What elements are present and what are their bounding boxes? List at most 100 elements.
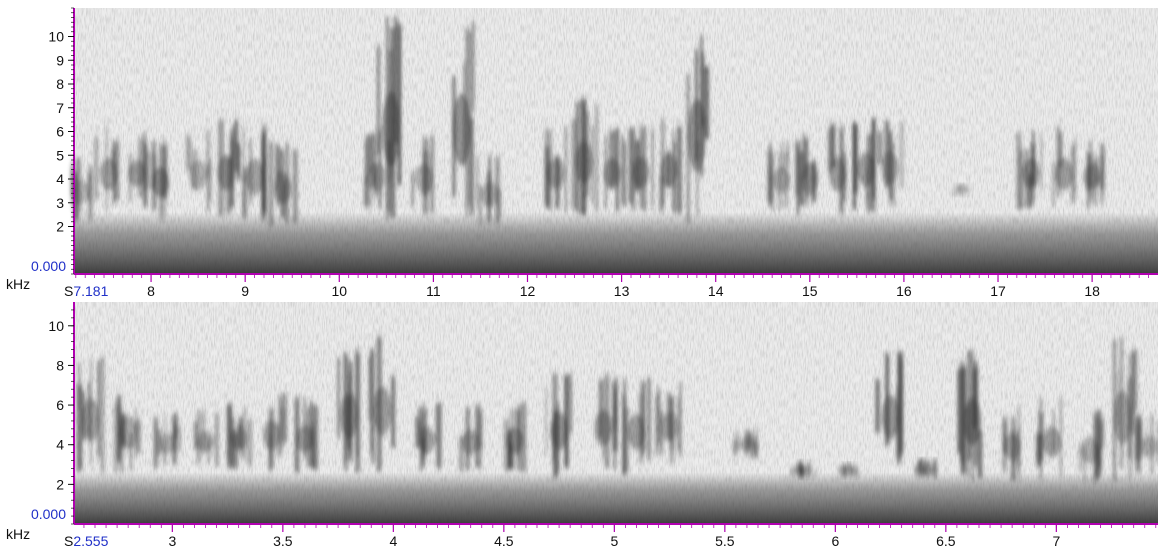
x-tick-label: 13 [614, 283, 630, 299]
call-streak [972, 367, 979, 429]
call-core [1042, 426, 1061, 458]
call-streak [397, 21, 401, 120]
call-streak [651, 126, 655, 209]
call-streak [852, 124, 859, 194]
call-streak [214, 412, 219, 467]
call-mark [827, 123, 848, 216]
call-core [919, 463, 938, 476]
call-streak [206, 163, 210, 212]
call-core [382, 91, 401, 166]
call-streak [1018, 149, 1024, 210]
call-core [1003, 432, 1022, 461]
call-core [737, 438, 756, 451]
call-core [229, 426, 248, 451]
call-mark [193, 409, 219, 467]
call-core [546, 158, 565, 190]
call-mark [655, 381, 682, 465]
call-streak [571, 118, 577, 210]
call-core [245, 158, 264, 195]
call-core [217, 154, 236, 191]
x-tick-label: 15 [802, 283, 818, 299]
call-streak [261, 125, 265, 210]
call-streak [475, 155, 480, 209]
call-core [550, 412, 569, 451]
call-streak [507, 443, 513, 470]
call-streak [151, 140, 156, 188]
call-core [373, 386, 392, 436]
call-streak [234, 119, 239, 172]
call-mark [217, 119, 241, 217]
call-mark [376, 16, 402, 219]
call-streak [185, 134, 192, 171]
spectrogram-panel-bottom: 2 4 6 8 10 0.000 kHz 3 3.5 4 4.5 5 5.5 6 6.5 7 S2.555 [0, 300, 1158, 550]
call-streak [626, 406, 630, 473]
call-streak [789, 468, 794, 476]
call-core [829, 157, 848, 192]
y-tick-label: 4 [56, 171, 64, 187]
call-streak [622, 378, 627, 475]
x-tick-label: 14 [708, 283, 724, 299]
call-streak [1070, 144, 1076, 203]
call-streak [100, 356, 105, 474]
call-core [414, 163, 433, 193]
call-core [452, 93, 471, 166]
call-mark [452, 20, 475, 218]
call-core [367, 162, 386, 193]
call-mark [766, 141, 791, 211]
x-tick-label: 18 [1084, 283, 1100, 299]
call-core [81, 398, 100, 442]
x-tick-label: 12 [520, 283, 536, 299]
call-streak [208, 158, 213, 202]
call-streak [871, 117, 876, 200]
call-mark [1112, 336, 1138, 482]
call-core [1054, 157, 1073, 191]
call-core [880, 152, 899, 184]
call-core [687, 99, 706, 172]
call-core [837, 464, 856, 477]
call-mark [686, 35, 710, 224]
y-tick-label: 5 [56, 147, 64, 163]
call-streak [478, 185, 483, 226]
call-streak [621, 134, 624, 206]
call-streak [411, 171, 415, 207]
call-core [158, 433, 177, 454]
x-tick-label: 5 [610, 533, 618, 549]
call-streak [875, 379, 881, 433]
call-streak [781, 141, 784, 173]
call-streak [1100, 418, 1105, 449]
call-mark [875, 351, 904, 465]
call-core [603, 158, 622, 190]
call-core [793, 464, 812, 477]
call-mark [185, 129, 213, 212]
call-core [99, 157, 118, 191]
call-core [127, 159, 146, 187]
call-mark [594, 374, 618, 471]
call-streak [421, 437, 425, 468]
call-streak [655, 394, 659, 456]
y-tick-label: 7 [56, 100, 64, 116]
y-tick-label: 4 [56, 437, 64, 453]
x-start-label: S2.555 [64, 533, 109, 549]
x-tick-label: 4 [389, 533, 397, 549]
call-mark [837, 462, 860, 479]
x-tick-label: 3 [168, 533, 176, 549]
call-streak [417, 407, 423, 435]
call-streak [795, 140, 801, 197]
call-core [660, 412, 679, 443]
call-streak [657, 387, 661, 445]
call-mark [414, 402, 442, 472]
call-streak [202, 409, 206, 453]
x-tick-label: 17 [990, 283, 1006, 299]
call-core [189, 159, 208, 190]
call-streak [280, 407, 287, 447]
low-frequency-noise-band [74, 212, 1158, 274]
call-streak [733, 431, 740, 451]
call-core [480, 181, 499, 208]
call-streak [378, 130, 382, 209]
call-streak [193, 420, 198, 450]
call-streak [86, 173, 92, 202]
call-streak [1051, 161, 1056, 208]
call-core [659, 153, 678, 189]
call-mark [732, 426, 759, 461]
call-mark [621, 377, 651, 476]
